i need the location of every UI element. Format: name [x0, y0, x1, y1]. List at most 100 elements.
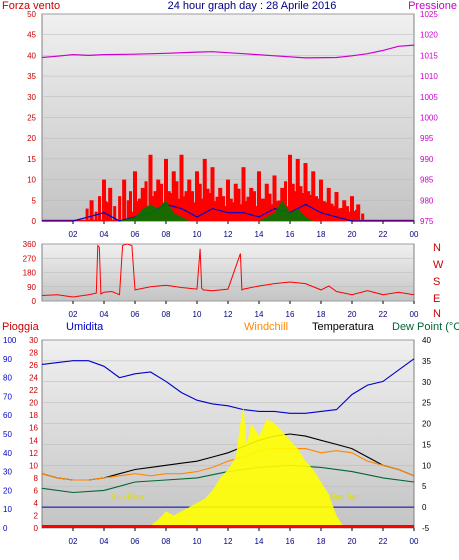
pressure-line	[41, 44, 415, 59]
temperature-tick-label: 40	[422, 336, 431, 345]
rain-tick-label: 18	[29, 411, 38, 420]
gust-bar	[102, 179, 106, 221]
humidity-tick-label: 100	[3, 336, 17, 345]
gust-bar	[284, 181, 287, 221]
compass-label: E	[433, 293, 440, 305]
temperature-tick-label: -5	[422, 524, 430, 533]
gust-bar	[338, 208, 342, 221]
temperature-x-tick-label: 20	[348, 537, 357, 546]
rain-tick-label: 10	[29, 461, 38, 470]
humidity-tick-label: 0	[3, 524, 8, 533]
gust-bar	[156, 179, 161, 221]
wind-x-tick-label: 08	[162, 230, 171, 239]
gust-bar	[334, 192, 339, 221]
pressure-axis-title: Pressione	[408, 0, 457, 12]
direction-x-tick-label: 22	[379, 310, 388, 319]
rain-tick-label: 26	[29, 361, 38, 370]
humidity-axis-title: Umidita	[66, 321, 104, 333]
rain-bar	[42, 525, 414, 528]
rain-tick-label: 20	[29, 399, 38, 408]
gust-bar	[361, 213, 365, 221]
gust-bar	[210, 167, 215, 221]
gust-bar	[136, 201, 140, 221]
gust-bar	[288, 154, 292, 221]
wind-x-tick-label: 00	[410, 230, 419, 239]
pressure-tick-label: 1000	[420, 114, 438, 123]
wind-x-tick-label: 12	[224, 230, 233, 239]
temperature-x-tick-label: 22	[379, 537, 388, 546]
direction-tick-label: 90	[27, 283, 36, 292]
rain-tick-label: 12	[29, 449, 38, 458]
compass-label: W	[433, 259, 444, 271]
pressure-tick-label: 1025	[420, 10, 438, 19]
direction-x-tick-label: 16	[286, 310, 295, 319]
direction-tick-label: 180	[23, 269, 37, 278]
humidity-tick-label: 80	[3, 374, 12, 383]
gust-bar	[218, 187, 223, 221]
direction-x-tick-label: 20	[348, 310, 357, 319]
direction-x-tick-label: 14	[255, 310, 264, 319]
gust-bar	[108, 187, 113, 221]
gust-bar	[342, 200, 347, 221]
gust-bar	[356, 204, 361, 221]
gust-bar	[148, 154, 153, 221]
gust-bar	[237, 188, 241, 221]
wind-tick-label: 20	[27, 134, 36, 143]
compass-label: S	[433, 276, 440, 288]
windchill-line	[41, 448, 415, 481]
gust-bar	[222, 196, 225, 221]
gust-bar	[257, 171, 261, 221]
pressure-tick-label: 975	[420, 217, 434, 226]
wind-tick-label: 35	[27, 72, 36, 81]
gust-bar	[89, 200, 94, 221]
wind-x-tick-label: 06	[131, 230, 140, 239]
pressure-tick-label: 995	[420, 134, 434, 143]
gust-bar	[195, 171, 199, 221]
pressure-tick-label: 1020	[420, 31, 438, 40]
rain-tick-label: 14	[29, 436, 38, 445]
gust-bar	[214, 201, 218, 221]
gust-bar	[187, 179, 192, 221]
gust-bar	[198, 183, 202, 221]
gust-bar	[226, 179, 230, 221]
gust-bar	[171, 171, 176, 221]
pressure-tick-label: 1005	[420, 93, 438, 102]
temperature-x-tick-label: 02	[69, 537, 78, 546]
gust-bar	[118, 196, 122, 221]
gust-bar	[175, 181, 179, 221]
temperature-x-tick-label: 06	[131, 537, 140, 546]
humidity-tick-label: 40	[3, 449, 12, 458]
direction-x-tick-label: 00	[410, 310, 419, 319]
humidity-tick-label: 30	[3, 468, 12, 477]
gust-bar	[233, 183, 238, 221]
dewpoint-legend: Dew Point (°C	[392, 321, 459, 333]
rain-tick-label: 28	[29, 349, 38, 358]
wind-speed-line	[42, 203, 414, 222]
gust-bar	[322, 201, 326, 221]
direction-x-tick-label: 06	[131, 310, 140, 319]
wind-tick-label: 30	[27, 93, 36, 102]
gust-bar	[129, 191, 132, 221]
temperature-tick-label: 35	[422, 357, 431, 366]
wind-tick-label: 45	[27, 31, 36, 40]
rain-tick-label: 22	[29, 386, 38, 395]
humidity-line	[41, 358, 415, 414]
rain-tick-label: 24	[29, 374, 38, 383]
temperature-x-tick-label: 12	[224, 537, 233, 546]
rain-tick-label: 6	[34, 486, 39, 495]
temperature-x-tick-label: 08	[162, 537, 171, 546]
wind-x-tick-label: 02	[69, 230, 78, 239]
direction-x-tick-label: 12	[224, 310, 233, 319]
gust-bar	[113, 206, 117, 221]
temperature-tick-label: 5	[422, 482, 427, 491]
gust-bar	[160, 183, 163, 221]
direction-tick-label: 270	[23, 254, 37, 263]
wind-tick-label: 15	[27, 155, 36, 164]
gust-bar	[303, 163, 308, 221]
direction-x-tick-label: 02	[69, 310, 78, 319]
gust-bar	[346, 206, 349, 221]
temperature-tick-label: 20	[422, 420, 431, 429]
gust-bar	[315, 196, 318, 221]
direction-tick-label: 0	[32, 297, 37, 306]
